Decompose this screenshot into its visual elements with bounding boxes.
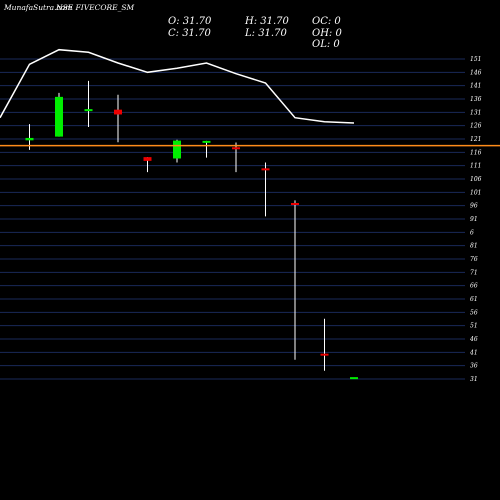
y-tick-label: 106 — [470, 176, 482, 183]
candle-body — [291, 203, 299, 205]
low-value: L: 31.70 — [244, 28, 287, 39]
candle — [232, 142, 240, 173]
y-tick-label: 116 — [470, 149, 482, 156]
y-tick-label: 41 — [469, 349, 478, 356]
y-tick-label: 61 — [470, 296, 478, 303]
candle — [84, 80, 93, 127]
y-tick-label: 121 — [470, 136, 481, 143]
watermark-text: MunafaSutra.com — [3, 3, 72, 12]
candle-body — [350, 377, 358, 380]
y-tick-label: 101 — [470, 189, 481, 196]
y-tick-label: 111 — [470, 163, 481, 170]
candle-body — [232, 147, 240, 150]
y-tick-label: 91 — [470, 216, 478, 223]
ol-value: OL: 0 — [312, 39, 340, 50]
y-axis-ticks: 151 146 141 136 131 126 121 116 111 106 101 96 91 6 81… — [469, 56, 482, 383]
candle-body — [173, 140, 181, 159]
candle-body — [55, 96, 63, 137]
candle-body — [202, 140, 211, 143]
y-tick-label: 141 — [470, 83, 481, 90]
y-tick-label: 6 — [470, 229, 474, 236]
candle-body — [84, 109, 93, 112]
y-tick-label: 31 — [470, 376, 478, 383]
oh-value: OH: 0 — [312, 28, 342, 39]
candle — [55, 92, 63, 137]
candle — [173, 139, 181, 163]
candle — [261, 162, 270, 217]
y-tick-label: 131 — [470, 109, 481, 116]
y-tick-label: 76 — [470, 256, 478, 263]
candle-body — [261, 168, 270, 171]
oc-value: OC: 0 — [312, 16, 341, 27]
y-tick-label: 51 — [470, 323, 478, 330]
grid-lines — [0, 58, 465, 380]
candles — [25, 80, 358, 380]
candle — [291, 200, 299, 360]
y-tick-label: 66 — [470, 283, 478, 290]
candle — [202, 140, 211, 158]
y-tick-label: 126 — [470, 123, 482, 130]
y-tick-label: 81 — [470, 243, 478, 250]
candle-body — [114, 109, 122, 115]
y-tick-label: 96 — [470, 203, 478, 210]
y-tick-label: 146 — [470, 69, 482, 76]
close-value: C: 31.70 — [168, 28, 211, 39]
open-value: O: 31.70 — [168, 16, 212, 27]
candle-body — [320, 353, 329, 356]
symbol-text: NSE FIVECORE_SM — [55, 3, 135, 12]
candle — [320, 318, 329, 371]
candle-body — [25, 137, 34, 141]
high-value: H: 31.70 — [244, 16, 290, 27]
y-tick-label: 136 — [470, 96, 482, 103]
candle — [350, 377, 358, 380]
y-tick-label: 46 — [469, 336, 478, 343]
y-tick-label: 56 — [470, 309, 478, 316]
y-tick-label: 71 — [470, 269, 478, 276]
overlay-line — [0, 48, 355, 124]
candle — [114, 94, 122, 143]
candle — [143, 157, 152, 173]
candle-body — [143, 157, 152, 161]
y-tick-label: 151 — [470, 56, 481, 63]
y-tick-label: 36 — [470, 363, 478, 370]
